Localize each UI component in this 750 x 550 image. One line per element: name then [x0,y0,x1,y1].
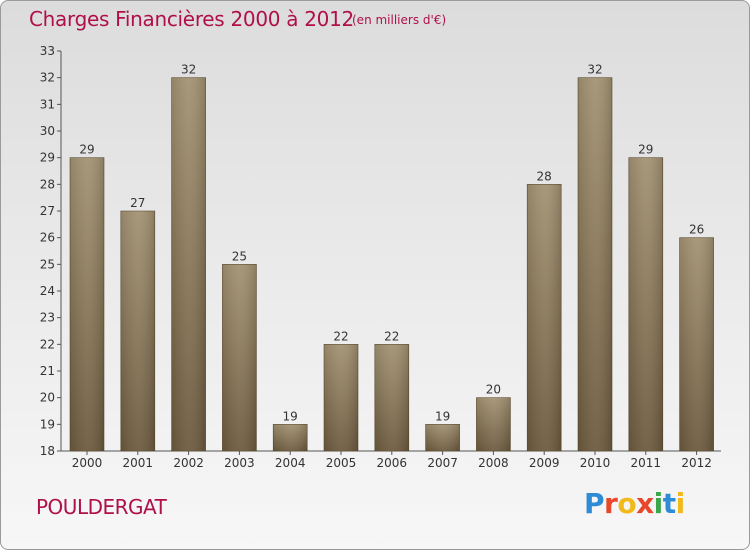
logo-letter: i [653,487,664,520]
chart-unit: (en milliers d'€) [352,13,447,27]
y-tick-label: 31 [40,97,55,111]
y-tick-label: 32 [40,71,55,85]
bar-value-label: 29 [638,143,653,157]
bar-value-label: 29 [79,143,94,157]
bar-shade [628,157,663,451]
logo-letter: i [675,487,686,520]
logo-letter: o [617,487,637,520]
x-tick-label: 2010 [580,456,611,470]
bar-value-label: 27 [130,196,145,210]
bar-value-label: 32 [587,63,602,77]
y-tick-label: 26 [40,231,55,245]
x-tick-label: 2001 [123,456,154,470]
x-tick-label: 2000 [72,456,103,470]
x-tick-label: 2009 [529,456,560,470]
y-tick-label: 25 [40,257,55,271]
y-tick-label: 24 [40,284,55,298]
bar-value-label: 19 [283,409,298,423]
bar-shade [120,211,155,451]
y-tick-label: 19 [40,417,55,431]
bar-shade [70,157,104,451]
bar-shade [273,424,308,451]
bar-shade [171,77,206,452]
bar-value-label: 22 [384,329,399,343]
logo-letter: x [636,487,654,520]
bar-value-label: 25 [232,249,247,263]
proxiti-logo: Proxiti [584,487,685,520]
bar-shade [527,184,562,452]
x-tick-label: 2005 [326,456,357,470]
bar-value-label: 28 [537,169,552,183]
bar-value-label: 32 [181,63,196,77]
y-tick-label: 21 [40,364,55,378]
y-tick-label: 18 [40,444,55,458]
y-tick-label: 27 [40,204,55,218]
logo-letter: r [604,487,618,520]
bar-value-label: 22 [333,329,348,343]
bar-value-label: 20 [486,383,501,397]
bar-value-label: 19 [435,409,450,423]
x-tick-label: 2008 [478,456,509,470]
chart-title: Charges Financières 2000 à 2012 [29,7,354,31]
x-tick-label: 2003 [224,456,255,470]
bar-shade [578,77,612,452]
y-tick-label: 29 [40,151,55,165]
bar-value-label: 26 [689,223,704,237]
x-tick-label: 2002 [173,456,204,470]
x-tick-label: 2006 [377,456,408,470]
x-tick-label: 2012 [681,456,712,470]
bar-shade [374,344,409,451]
logo-letter: t [662,487,676,520]
x-tick-label: 2007 [427,456,458,470]
y-tick-label: 33 [40,44,55,58]
bar-shade [425,424,460,451]
y-tick-label: 22 [40,337,55,351]
logo-letter: P [584,487,605,520]
bar-shade [324,344,358,451]
y-tick-label: 28 [40,177,55,191]
commune-name: POULDERGAT [36,495,167,519]
bar-shade [476,397,511,451]
bar-shade [222,264,257,451]
y-tick-label: 20 [40,391,55,405]
y-tick-label: 23 [40,311,55,325]
x-tick-label: 2004 [275,456,306,470]
y-tick-label: 30 [40,124,55,138]
x-tick-label: 2011 [631,456,662,470]
bar-shade [679,237,714,451]
